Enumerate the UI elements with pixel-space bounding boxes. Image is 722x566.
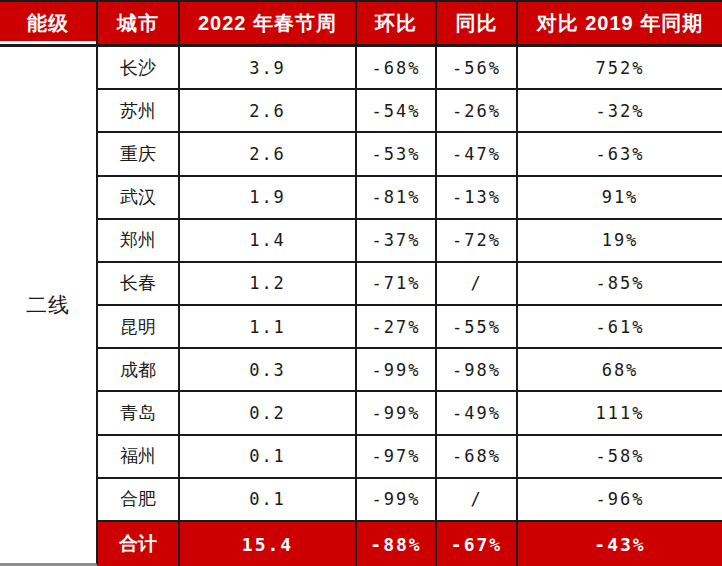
header-tier: 能级 [0,2,98,47]
yoy-cell: -13% [437,177,518,220]
vs2019-cell: -61% [518,306,722,349]
city-cell: 长沙 [98,47,180,90]
value-cell: 1.9 [180,177,357,220]
header-yoy: 同比 [437,2,518,47]
value-cell: 0.2 [180,392,357,435]
vs2019-cell: 111% [518,392,722,435]
value-cell: 3.9 [180,47,357,90]
vs2019-cell: 68% [518,349,722,392]
value-cell: 0.1 [180,436,357,479]
yoy-cell: -72% [437,220,518,263]
city-cell: 武汉 [98,177,180,220]
mom-cell: -97% [357,436,437,479]
yoy-cell: -49% [437,392,518,435]
vs2019-cell: 19% [518,220,722,263]
mom-cell: -99% [357,479,437,522]
yoy-cell: / [437,263,518,306]
mom-cell: -99% [357,392,437,435]
vs2019-cell: -85% [518,263,722,306]
city-cell: 重庆 [98,133,180,176]
vs2019-cell: -32% [518,90,722,133]
yoy-cell: -55% [437,306,518,349]
value-cell: 2.6 [180,90,357,133]
total-label-cell: 合计 [98,522,180,566]
value-cell: 1.1 [180,306,357,349]
mom-cell: -27% [357,306,437,349]
city-cell: 昆明 [98,306,180,349]
vs2019-cell: -58% [518,436,722,479]
city-cell: 合肥 [98,479,180,522]
value-cell: 0.3 [180,349,357,392]
mom-cell: -68% [357,47,437,90]
total-yoy-cell: -67% [437,522,518,566]
vs2019-cell: 91% [518,177,722,220]
value-cell: 1.4 [180,220,357,263]
yoy-cell: -47% [437,133,518,176]
total-value-cell: 15.4 [180,522,357,566]
mom-cell: -81% [357,177,437,220]
vs2019-cell: -96% [518,479,722,522]
header-city: 城市 [98,2,180,47]
value-cell: 0.1 [180,479,357,522]
tier2-cities-table: 能级 城市 2022 年春节周 环比 同比 对比 2019 年同期 二线 长沙 … [0,0,722,566]
city-cell: 郑州 [98,220,180,263]
total-vs2019-cell: -43% [518,522,722,566]
yoy-cell: -56% [437,47,518,90]
header-vs2019: 对比 2019 年同期 [518,2,722,47]
total-mom-cell: -88% [357,522,437,566]
yoy-cell: / [437,479,518,522]
mom-cell: -53% [357,133,437,176]
city-cell: 成都 [98,349,180,392]
mom-cell: -99% [357,349,437,392]
mom-cell: -37% [357,220,437,263]
header-value-2022: 2022 年春节周 [180,2,357,47]
mom-cell: -54% [357,90,437,133]
vs2019-cell: 752% [518,47,722,90]
vs2019-cell: -63% [518,133,722,176]
yoy-cell: -26% [437,90,518,133]
city-cell: 苏州 [98,90,180,133]
header-mom: 环比 [357,2,437,47]
city-cell: 长春 [98,263,180,306]
yoy-cell: -68% [437,436,518,479]
mom-cell: -71% [357,263,437,306]
value-cell: 1.2 [180,263,357,306]
tier-cell: 二线 [0,47,98,566]
city-cell: 青岛 [98,392,180,435]
value-cell: 2.6 [180,133,357,176]
yoy-cell: -98% [437,349,518,392]
city-cell: 福州 [98,436,180,479]
